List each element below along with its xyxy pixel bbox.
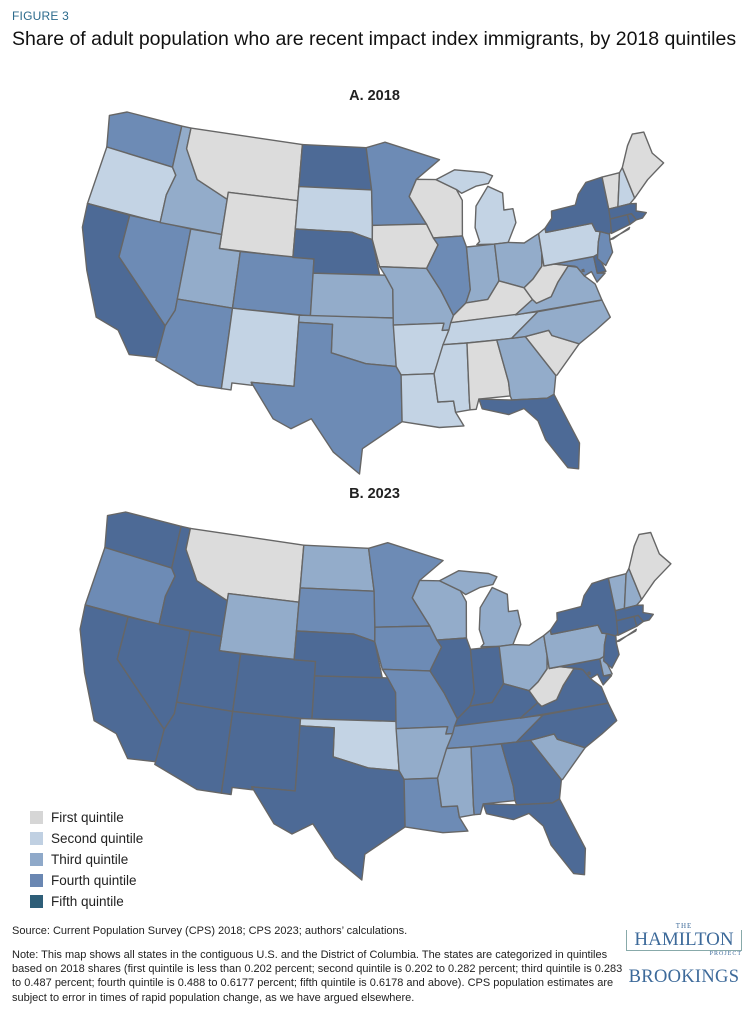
- legend-item-fifth: Fifth quintile: [30, 891, 143, 912]
- logo-project: PROJECT: [709, 951, 742, 957]
- state-co: [231, 250, 315, 317]
- state-tx: [250, 321, 403, 475]
- map-2023: [79, 511, 672, 881]
- panel-b-title: B. 2023: [349, 486, 400, 502]
- state-co: [232, 653, 317, 721]
- state-ia: [374, 625, 443, 672]
- state-nj: [596, 230, 614, 267]
- state-ks: [311, 675, 397, 723]
- figure-title: Share of adult population who are recent…: [12, 28, 737, 50]
- map-2018: [81, 111, 665, 475]
- state-ks: [309, 272, 394, 319]
- legend-label: Second quintile: [51, 831, 144, 846]
- state-nj: [603, 632, 620, 669]
- logo-the: THE: [675, 922, 693, 930]
- state-dc: [581, 268, 585, 273]
- logo-hamilton: HAMILTON: [626, 930, 742, 951]
- state-me: [621, 131, 665, 199]
- state-fl: [482, 798, 587, 876]
- legend-label: Fifth quintile: [51, 894, 124, 909]
- legend-label: Fourth quintile: [51, 873, 137, 888]
- legend-label: First quintile: [51, 810, 124, 825]
- state-ri: [633, 614, 644, 627]
- state-nd: [298, 143, 373, 191]
- state-nh: [623, 567, 643, 610]
- state-wy: [218, 592, 300, 661]
- legend-item-second: Second quintile: [30, 828, 143, 849]
- note-text: Note: This map shows all states in the c…: [12, 949, 623, 1004]
- source-text: Source: Current Population Survey (CPS) …: [12, 925, 408, 937]
- state-me: [628, 531, 672, 601]
- hamilton-brookings-logo: THE HAMILTON PROJECT BROOKINGS: [626, 922, 742, 988]
- legend-swatch: [30, 874, 43, 887]
- state-wy: [218, 191, 299, 259]
- state-dc: [587, 671, 591, 675]
- legend-item-fourth: Fourth quintile: [30, 870, 143, 891]
- state-fl: [478, 393, 581, 470]
- state-nh: [617, 166, 636, 208]
- legend-swatch: [30, 853, 43, 866]
- legend: First quintile Second quintile Third qui…: [30, 807, 143, 912]
- state-tx: [251, 725, 406, 881]
- state-nm: [220, 307, 300, 391]
- logo-brookings: BROOKINGS: [628, 967, 740, 987]
- legend-item-third: Third quintile: [30, 849, 143, 870]
- state-ri: [626, 213, 637, 226]
- legend-label: Third quintile: [51, 852, 129, 867]
- legend-swatch: [30, 895, 43, 908]
- legend-swatch: [30, 811, 43, 824]
- state-nm: [220, 710, 302, 796]
- state-ia: [371, 223, 439, 270]
- figure-label: FIGURE 3: [12, 9, 69, 23]
- legend-item-first: First quintile: [30, 807, 143, 828]
- legend-swatch: [30, 832, 43, 845]
- panel-a-title: A. 2018: [349, 88, 400, 104]
- state-nd: [299, 544, 375, 592]
